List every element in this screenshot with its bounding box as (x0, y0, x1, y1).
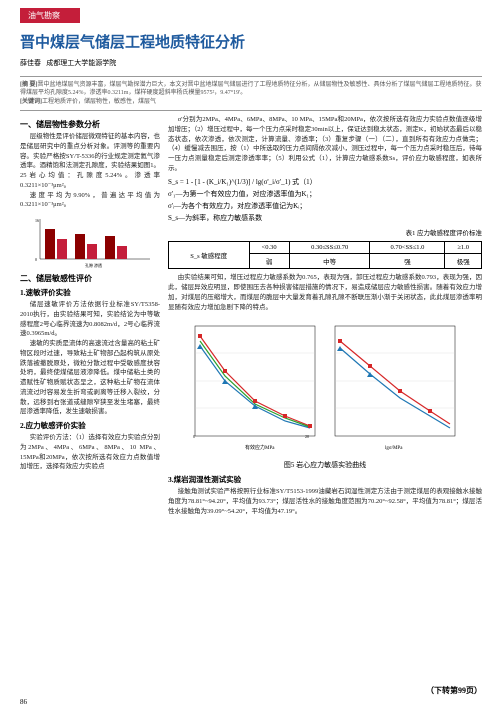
svg-text:孔隙 渗透: 孔隙 渗透 (85, 262, 102, 268)
abstract-text: 晋中盆地煤层气资源丰富，煤层气勘探潜力巨大，本文对晋中盆地煤层气储层进行了工程地… (20, 82, 482, 96)
table-cell: 0.30≤SS≤0.70 (289, 242, 370, 254)
sub-2-1: 1.速敏评价实验 (20, 287, 160, 298)
article-title: 晋中煤层气储层工程地质特征分析 (0, 27, 502, 58)
author-name: 薛佳春 (20, 59, 41, 67)
category-badge: 油气勘察 (20, 8, 80, 23)
svg-text:0: 0 (193, 434, 195, 439)
table-cell: 0.70<SS≤1.0 (370, 242, 445, 254)
formula-main: S_s = 1 - [1 - (K_i/K₁)^(1/3)] / lg(σ'_i… (168, 177, 482, 188)
author-line: 薛佳春 成都理工大学能源学院 (0, 58, 502, 72)
sub-3: 3.煤岩润湿性测试实验 (168, 474, 482, 485)
s1-p2: 速度平均为9.90%，普遍达平均值为0.3211×10⁻³μm²。 (20, 191, 160, 211)
right-p3: 接触角测试实验严格按照行业标准SY/T5153-1999油藏岩石润湿性测定方法由… (168, 487, 482, 516)
formula-line1: σ'₁—为第一个有效应力值，对应渗透率值为K₁； (168, 189, 482, 200)
keywords-text: 工程地质评价，储层物性，敏感性，煤层气 (42, 99, 156, 105)
right-p2: 由实验结果可知，增压过程应力敏感系数为0.765，表现为强，卸压过程应力敏感系数… (168, 273, 482, 312)
table-caption: 表1 应力敏感程度评价标准 (168, 227, 482, 237)
sensitivity-table: S_s 敏感程度 <0.30 0.30≤SS≤0.70 0.70<SS≤1.0 … (168, 241, 482, 269)
svg-text:有效应力MPa: 有效应力MPa (245, 444, 275, 451)
table-cell: 中等 (289, 254, 370, 269)
s2-p3: 实验评价方法：（1）选择有效应力实验点分别为2MPa、4MPa、6MPa、8MP… (20, 433, 160, 472)
bar-chart-fig1: 16 0 孔隙 渗透 (25, 214, 155, 269)
author-affiliation: 成都理工大学能源学院 (46, 59, 116, 67)
content-columns: 一、储层物性参数分析 层级物性是评价储层微观特征的基本内容，也是储层研究中的重点… (0, 115, 502, 517)
page-number: 86 (20, 698, 27, 706)
table-cell: S_s 敏感程度 (169, 242, 250, 269)
table-cell: <0.30 (249, 242, 289, 254)
svg-text:20: 20 (305, 434, 309, 439)
abstract-box: [摘 要]晋中盆地煤层气资源丰富，煤层气勘探潜力巨大，本文对晋中盆地煤层气储层进… (20, 76, 482, 111)
svg-text:0: 0 (35, 257, 37, 262)
table-row: S_s 敏感程度 <0.30 0.30≤SS≤0.70 0.70<SS≤1.0 … (169, 242, 482, 254)
left-column: 一、储层物性参数分析 层级物性是评价储层微观特征的基本内容，也是储层研究中的重点… (20, 115, 160, 517)
s1-p1: 层级物性是评价储层微观特征的基本内容，也是储层研究中的重点分析对象。评测等的重要… (20, 132, 160, 191)
s2-p1: 储层速敏评价方法依据行业标准SY/T5358-2010执行，由实验结果可知，实验… (20, 300, 160, 339)
table-cell: 强 (370, 254, 445, 269)
continue-note: （下转第99页） (426, 685, 482, 696)
s2-p2: 速敏的实质是流体的高速流过含量高的粘土矿物区段时过速，导致粘土矿物部凸起构筑从原… (20, 339, 160, 417)
svg-text:lgσ/MPa: lgσ/MPa (385, 446, 403, 451)
table-cell: 弱 (249, 254, 289, 269)
formula-line3: S_s—为斜率，称应力敏感系数 (168, 213, 482, 224)
stress-sensitivity-chart: 有效应力MPa 0 20 lgσ/MPa (175, 316, 475, 456)
formula-block: S_s = 1 - [1 - (K_i/K₁)^(1/3)] / lg(σ'_i… (168, 174, 482, 228)
table-cell: ≥1.0 (445, 242, 482, 254)
right-column: σ'分别为2MPa、4MPa、6MPa、8MPa、10 MPa、15MPa和20… (168, 115, 482, 517)
formula-line2: σ'ᵢ—为各个有效应力，对应渗透率值记为Kᵢ； (168, 201, 482, 212)
section-1-heading: 一、储层物性参数分析 (20, 119, 160, 130)
abstract-label: [摘 要] (20, 82, 38, 88)
sub-2-2: 2.应力敏感评价实验 (20, 420, 160, 431)
chart-caption: 图5 岩心应力敏感实验曲线 (168, 460, 482, 470)
right-p1: σ'分别为2MPa、4MPa、6MPa、8MPa、10 MPa、15MPa和20… (168, 115, 482, 174)
section-2-heading: 二、储层敏感性评价 (20, 273, 160, 284)
svg-text:16: 16 (35, 218, 39, 223)
keywords-label: [关键词] (20, 99, 42, 105)
table-cell: 极强 (445, 254, 482, 269)
